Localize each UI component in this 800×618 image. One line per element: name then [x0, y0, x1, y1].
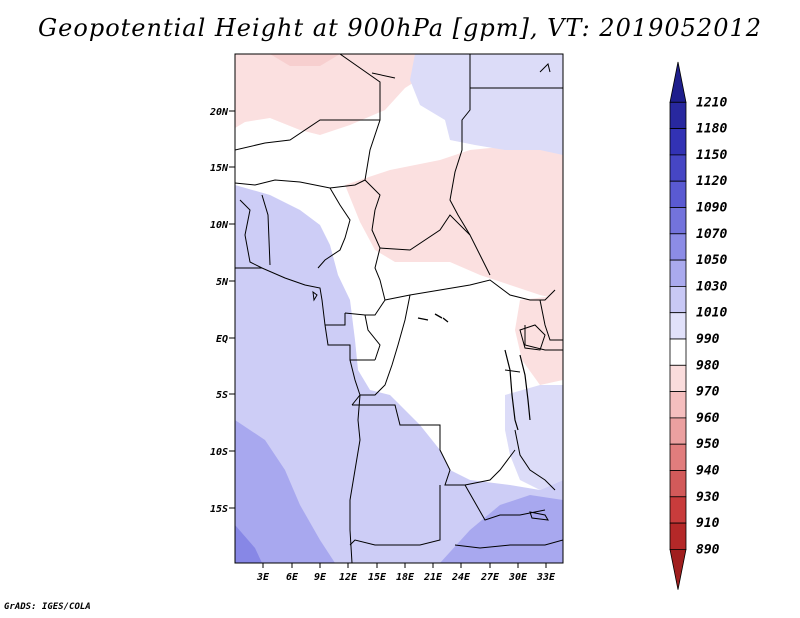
lon-label-18e: 18E [396, 572, 415, 583]
colorbar-segment [669, 338, 687, 366]
colorbar-label: 1030 [696, 279, 727, 294]
colorbar-label: 1120 [696, 174, 727, 189]
colorbar-segment [669, 470, 687, 498]
colorbar-segment [669, 285, 687, 314]
lon-label-21e: 21E [423, 572, 443, 583]
colorbar-segment [669, 312, 687, 340]
colorbar-segment [669, 496, 687, 524]
map-panel [235, 54, 563, 563]
lat-label-5s: 5S [216, 390, 228, 401]
lon-label-6e: 6E [286, 572, 299, 583]
lon-label-27e: 27E [480, 572, 500, 583]
colorbar-label: 1010 [696, 306, 727, 321]
island-bioko [312, 290, 318, 302]
field-high-east [505, 385, 563, 490]
colorbar-label: 990 [696, 332, 720, 347]
grads-credit: GrADS: IGES/COLA [4, 602, 91, 612]
colorbar-label: 950 [696, 437, 720, 452]
colorbar-label: 980 [696, 358, 720, 373]
colorbar-segment [669, 364, 687, 392]
lon-label-33e: 33E [536, 572, 556, 583]
lat-label-10n: 10N [210, 220, 229, 231]
lat-label-15s: 15S [210, 504, 228, 515]
colorbar-segment [669, 549, 687, 590]
colorbar-segment [669, 259, 687, 287]
colorbar-label: 1150 [696, 148, 727, 163]
colorbar-label: 890 [696, 542, 720, 557]
lat-label-10s: 10S [210, 447, 228, 458]
lon-label-12e: 12E [339, 572, 358, 583]
colorbar-label: 910 [696, 516, 720, 531]
colorbar-segment [669, 391, 687, 419]
field-high-corner [235, 525, 262, 563]
colorbar-label: 1050 [696, 253, 727, 268]
colorbar-label: 1210 [696, 95, 727, 110]
colorbar-segment [669, 443, 687, 471]
colorbar-label: 960 [696, 411, 720, 426]
field-low-north [235, 54, 430, 135]
colorbar-segment [669, 180, 687, 208]
colorbar-segment [669, 101, 687, 130]
lon-label-9e: 9E [314, 572, 327, 583]
field-high-west [235, 185, 563, 563]
lon-label-3e: 3E [256, 572, 270, 583]
lake-tumba [417, 313, 449, 323]
field-low-patch-nw [270, 54, 340, 66]
colorbar-label: 1070 [696, 227, 727, 242]
lat-label-5n: 5N [216, 277, 229, 288]
colorbar-label: 1090 [696, 201, 727, 216]
colorbar-segment [669, 233, 687, 261]
latitude-axis [229, 110, 235, 509]
colorbar-segment [669, 417, 687, 445]
field-low-center [345, 145, 563, 300]
map-frame [234, 53, 564, 564]
field-high-northeast [410, 54, 563, 155]
lat-label-eq: EQ [216, 334, 228, 345]
colorbar: 1210 1180 1150 1120 1090 1070 1050 1030 1010 990 9… [669, 61, 727, 590]
colorbar-label: 1180 [696, 122, 727, 137]
colorbar-label: 930 [696, 490, 720, 505]
lon-label-15e: 15E [368, 572, 387, 583]
country-boundaries [235, 54, 563, 563]
longitude-axis [262, 563, 547, 568]
lat-label-15n: 15N [210, 163, 229, 174]
colorbar-segment [669, 207, 687, 235]
map-title: Geopotential Height at 900hPa [gpm], VT:… [38, 14, 762, 42]
field-high-southwest [235, 420, 335, 563]
colorbar-segment [669, 61, 687, 103]
colorbar-segment [669, 154, 687, 182]
colorbar-label: 940 [696, 464, 720, 479]
lon-label-30e: 30E [508, 572, 528, 583]
colorbar-label: 970 [696, 385, 720, 400]
lon-label-24e: 24E [451, 572, 471, 583]
field-low-east-center [515, 295, 563, 385]
colorbar-segment [669, 522, 687, 550]
lat-label-20n: 20N [209, 107, 229, 118]
colorbar-segment [669, 128, 687, 156]
